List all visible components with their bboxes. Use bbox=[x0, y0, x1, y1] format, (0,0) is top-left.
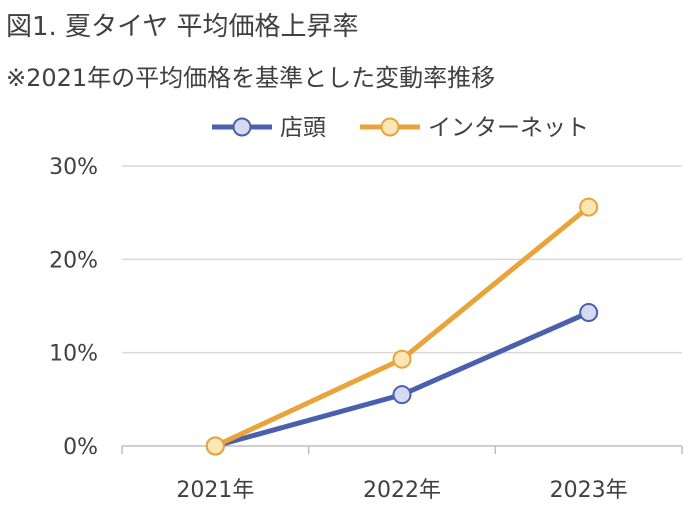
y-tick-label: 0% bbox=[63, 435, 98, 460]
x-tick-label: 2023年 bbox=[550, 478, 628, 503]
legend-marker bbox=[380, 117, 400, 137]
chart-subtitle: ※2021年の平均価格を基準とした変動率推移 bbox=[6, 64, 496, 92]
chart-title: 図1. 夏タイヤ 平均価格上昇率 bbox=[6, 12, 359, 42]
legend-label: インターネット bbox=[428, 115, 589, 141]
data-point bbox=[392, 385, 412, 405]
legend-label: 店頭 bbox=[280, 115, 326, 141]
series-line bbox=[212, 310, 592, 449]
data-point bbox=[579, 197, 599, 217]
series-lines bbox=[205, 197, 599, 456]
series-line bbox=[212, 204, 592, 449]
x-axis: 2021年 2022年 2023年 bbox=[121, 445, 683, 503]
legend-item: 店頭 bbox=[212, 115, 326, 141]
y-tick-label: 30% bbox=[49, 155, 98, 180]
y-tick-label: 10% bbox=[49, 342, 98, 367]
legend-item: インターネット bbox=[360, 115, 589, 141]
y-axis: 0% 10% 20% 30% bbox=[49, 155, 98, 460]
legend: 店頭 インターネット bbox=[212, 115, 589, 141]
data-point bbox=[205, 436, 225, 456]
x-tick-label: 2021年 bbox=[176, 478, 254, 503]
series-1 bbox=[205, 303, 599, 456]
legend-marker bbox=[232, 117, 252, 137]
x-tick-label: 2022年 bbox=[363, 478, 441, 503]
data-point bbox=[392, 349, 412, 369]
gridlines bbox=[122, 165, 682, 354]
y-tick-label: 20% bbox=[49, 248, 98, 273]
data-point bbox=[579, 303, 599, 323]
series-2 bbox=[205, 197, 599, 456]
